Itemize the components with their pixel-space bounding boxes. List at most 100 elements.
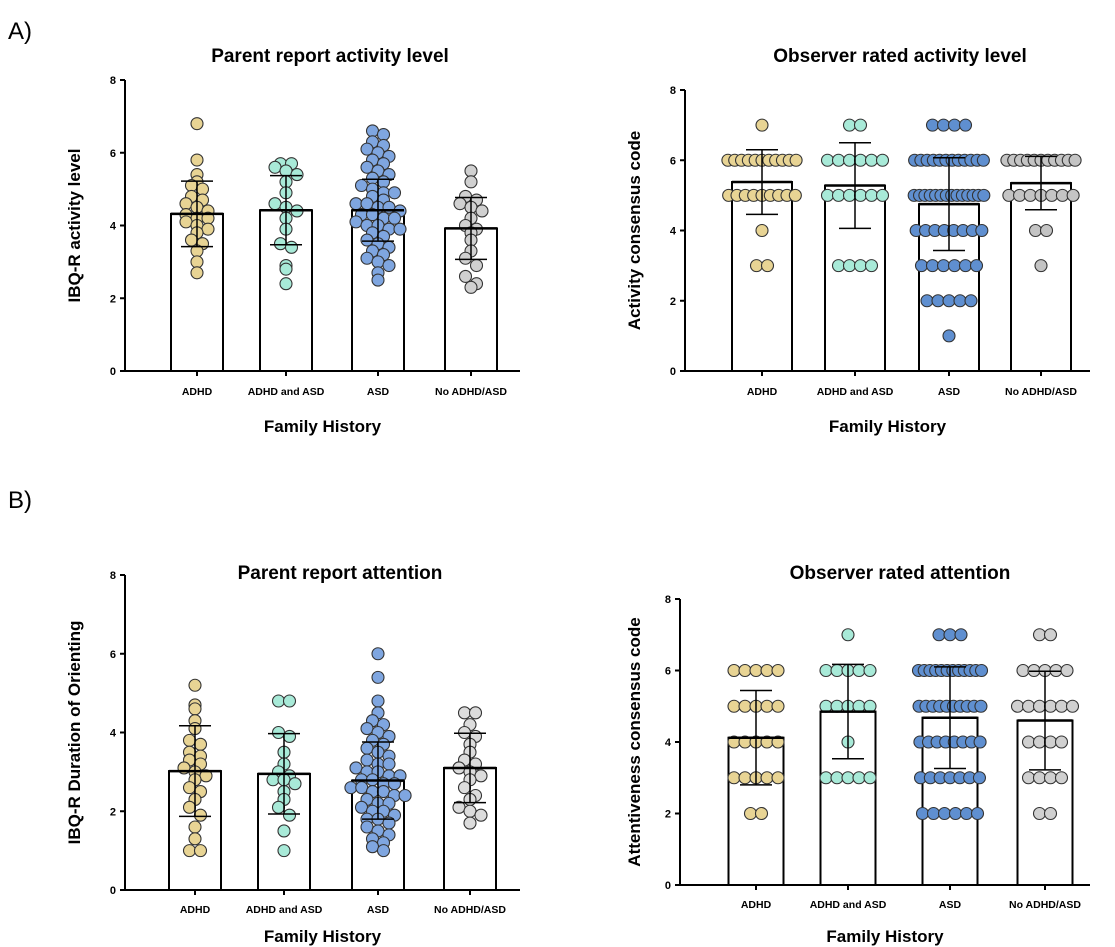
data-point	[457, 725, 472, 740]
data-point	[344, 781, 358, 795]
data-point	[1032, 699, 1047, 713]
data-point	[853, 153, 868, 167]
data-point	[474, 769, 488, 783]
data-point	[393, 222, 407, 236]
data-point	[936, 118, 951, 132]
chart-title: Parent report attention	[238, 563, 443, 584]
data-point	[749, 663, 763, 678]
data-point	[354, 800, 369, 814]
data-point	[1054, 771, 1069, 785]
data-point	[926, 806, 941, 821]
data-point	[382, 757, 396, 771]
data-point	[349, 215, 363, 229]
data-point	[942, 329, 956, 343]
data-point	[464, 164, 478, 178]
y-tick-label: 6	[110, 649, 116, 661]
category-label: ADHD	[180, 904, 211, 916]
data-point	[371, 647, 385, 661]
data-point	[853, 259, 868, 273]
category-label: ADHD and ASD	[248, 386, 325, 398]
category-label: ASD	[938, 386, 961, 398]
y-tick-label: 0	[670, 366, 676, 378]
data-point	[842, 153, 857, 167]
panel-label-b: B)	[8, 487, 32, 514]
data-point	[266, 773, 280, 787]
data-point	[743, 806, 758, 821]
data-point	[755, 118, 769, 132]
y-tick-label: 8	[110, 570, 116, 582]
data-point	[925, 259, 940, 273]
y-axis-label: Attentiveness consensus code	[625, 617, 644, 866]
data-point	[271, 725, 286, 740]
data-point	[282, 729, 297, 743]
data-point	[972, 771, 987, 785]
data-point	[1028, 223, 1043, 238]
data-point	[182, 844, 197, 858]
data-point	[932, 628, 946, 642]
data-point	[284, 240, 299, 254]
data-point	[852, 663, 866, 678]
data-point	[830, 771, 844, 785]
data-point	[371, 273, 385, 287]
data-point	[193, 808, 208, 822]
category-label: ASD	[939, 899, 962, 911]
data-point	[1032, 806, 1047, 821]
bar-4	[1010, 182, 1072, 372]
data-point	[469, 258, 484, 273]
data-point	[974, 663, 989, 678]
y-axis-label: Activity consensus code	[625, 131, 644, 330]
data-point	[474, 808, 488, 822]
data-point	[925, 118, 940, 132]
data-point	[193, 737, 208, 751]
data-point	[819, 771, 833, 785]
data-point	[842, 188, 857, 202]
data-point	[864, 188, 879, 202]
data-point	[182, 733, 197, 747]
data-point	[771, 771, 785, 785]
data-point	[842, 118, 857, 132]
data-point	[760, 699, 774, 713]
data-point	[727, 699, 741, 713]
data-point	[864, 153, 879, 167]
data-point	[1060, 663, 1074, 678]
data-point	[382, 200, 396, 214]
data-point	[464, 280, 478, 294]
data-point	[1065, 699, 1080, 713]
data-point	[974, 699, 988, 713]
data-point	[398, 788, 412, 803]
data-point	[760, 259, 775, 273]
data-point	[188, 702, 202, 716]
data-point	[1032, 735, 1047, 749]
x-axis-label: Family History	[826, 927, 944, 946]
data-point	[288, 777, 302, 791]
data-point	[853, 188, 868, 202]
y-tick-label: 4	[665, 737, 672, 749]
data-point	[931, 294, 945, 308]
data-point	[820, 188, 835, 202]
data-point	[788, 188, 802, 202]
data-point	[188, 820, 202, 834]
data-point	[464, 175, 478, 189]
data-point	[831, 153, 846, 167]
data-point	[182, 781, 197, 795]
y-tick-label: 6	[110, 148, 116, 160]
data-point	[875, 153, 890, 167]
y-tick-label: 8	[670, 85, 676, 97]
data-point	[277, 844, 291, 858]
data-point	[360, 233, 374, 247]
category-label: ASD	[367, 386, 390, 398]
category-label: ADHD and ASD	[810, 899, 887, 911]
data-point	[268, 160, 282, 174]
data-point	[755, 223, 769, 238]
data-point	[463, 816, 477, 830]
data-point	[457, 781, 472, 795]
data-point	[277, 824, 291, 838]
data-point	[376, 175, 391, 189]
data-point	[475, 204, 489, 218]
data-point	[953, 294, 967, 308]
data-point	[376, 785, 390, 799]
data-point	[977, 188, 991, 202]
data-point	[1034, 259, 1048, 273]
data-point	[360, 197, 374, 211]
chart-parent-attention: Parent report attention IBQ-R Duration of…	[65, 563, 520, 946]
